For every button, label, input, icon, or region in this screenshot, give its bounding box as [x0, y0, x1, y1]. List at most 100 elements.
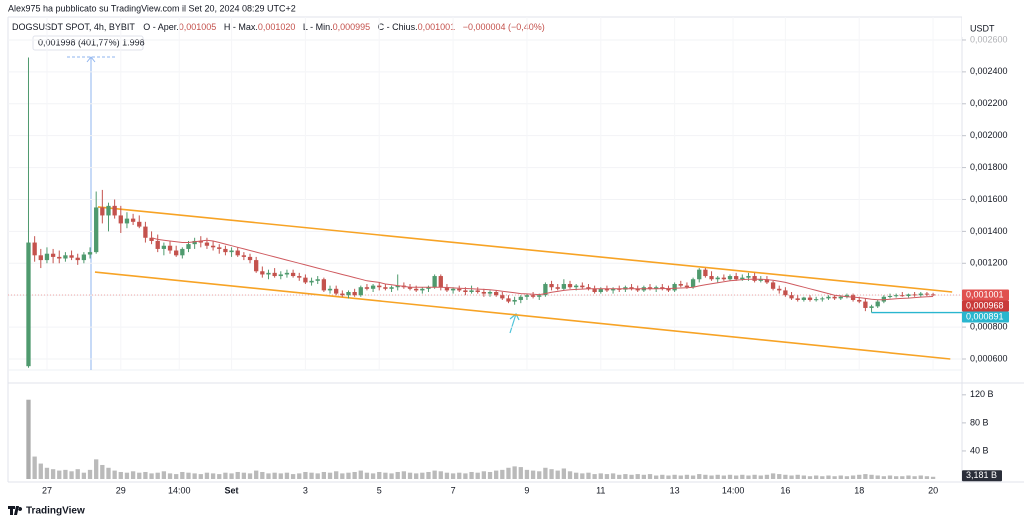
volume-bar	[192, 473, 197, 479]
volume-bar	[690, 475, 696, 479]
candle-body	[814, 299, 819, 301]
candle-body	[475, 290, 480, 292]
volume-bar	[432, 470, 437, 479]
candle-body	[617, 288, 622, 290]
candle-body	[174, 250, 179, 256]
volume-bar	[198, 474, 203, 479]
volume-bar	[617, 474, 622, 479]
x-tick-label: Set	[225, 485, 239, 495]
candle-body	[192, 240, 197, 245]
volume-bar	[44, 467, 50, 479]
volume-bar	[370, 473, 376, 479]
y-tick-label: 0,001600	[970, 194, 1008, 204]
volume-bar	[530, 470, 536, 479]
volume-bar	[272, 472, 277, 479]
candle-body	[524, 295, 530, 297]
volume-bar	[137, 472, 142, 479]
candle-body	[795, 298, 800, 300]
open-value: 0,001005	[179, 22, 217, 32]
volume-bar	[469, 471, 474, 479]
candle-body	[370, 285, 376, 289]
volume-bar	[389, 473, 394, 479]
candle-body	[186, 244, 191, 249]
volume-bar	[340, 473, 345, 479]
candle-body	[832, 296, 837, 299]
candle-body	[869, 306, 874, 308]
volume-bar	[734, 475, 739, 479]
x-tick-label: 27	[42, 485, 52, 495]
volume-bar	[561, 468, 567, 479]
candle-body	[820, 298, 825, 300]
volume-bar	[241, 472, 247, 479]
candle-body	[414, 288, 419, 291]
measure-label: 0,001998 (401,77%) 1.998	[38, 37, 145, 47]
volume-bar	[660, 474, 665, 479]
volume-last-box	[962, 470, 1002, 482]
volume-bar	[494, 470, 499, 479]
volume-bar	[703, 474, 708, 479]
candle-body	[247, 256, 253, 261]
candle-body	[432, 276, 437, 288]
volume-bar	[75, 469, 80, 479]
volume-bar	[623, 474, 628, 479]
volume-bar	[518, 467, 523, 479]
candle-body	[217, 247, 222, 249]
candle-body	[161, 245, 167, 249]
volume-bar	[346, 472, 351, 479]
y-tick-label: 0,001400	[970, 226, 1008, 236]
candle-body	[180, 248, 185, 256]
currency-box	[962, 17, 1024, 37]
candle-body	[654, 287, 659, 289]
volume-bar	[229, 473, 234, 479]
volume-bar	[475, 472, 480, 479]
candle-body	[358, 287, 363, 296]
volume-bar	[574, 472, 579, 479]
volume-bar	[155, 472, 160, 479]
volume-bar	[57, 470, 62, 479]
volume-bar	[881, 476, 887, 479]
volume-tick-label: 120 B	[970, 389, 994, 399]
volume-bar	[838, 475, 843, 479]
volume-bar	[863, 474, 868, 479]
candle-body	[875, 301, 880, 307]
candle-body	[321, 279, 327, 291]
y-tick-label: 0,002400	[970, 66, 1008, 76]
candle-body	[383, 287, 388, 289]
candle-body	[580, 285, 585, 288]
volume-bar	[204, 472, 210, 479]
volume-bar	[112, 470, 117, 479]
volume-bar	[278, 473, 283, 479]
volume-bar	[604, 474, 610, 479]
candle-body	[672, 284, 677, 291]
candle-body	[530, 295, 536, 297]
candle-body	[549, 284, 554, 288]
channel-line	[97, 206, 953, 293]
volume-bar	[407, 472, 413, 479]
volume-bar	[130, 471, 136, 479]
volume-bar	[715, 474, 720, 479]
candle-body	[457, 288, 462, 291]
volume-bar	[38, 463, 43, 479]
measure-arrow	[86, 56, 96, 63]
volume-bar	[303, 471, 308, 479]
volume-bar	[321, 471, 327, 479]
volume-bar	[906, 475, 911, 479]
x-tick-label: 9	[524, 485, 529, 495]
volume-bar	[180, 471, 185, 479]
volume-bar	[777, 474, 782, 479]
volume-bar	[143, 471, 148, 479]
candle-body	[450, 288, 456, 291]
candle-body	[574, 285, 579, 288]
x-tick-label: 11	[596, 485, 605, 495]
candle-body	[500, 295, 505, 299]
candle-body	[297, 276, 302, 278]
candle-body	[94, 207, 99, 253]
volume-bar	[740, 474, 745, 479]
candle-body	[352, 291, 357, 296]
candle-body	[857, 299, 862, 302]
candle-body	[487, 291, 493, 294]
candle-body	[420, 288, 425, 291]
candle-body	[469, 290, 474, 292]
candle-body	[758, 279, 763, 281]
volume-bar	[814, 475, 819, 479]
